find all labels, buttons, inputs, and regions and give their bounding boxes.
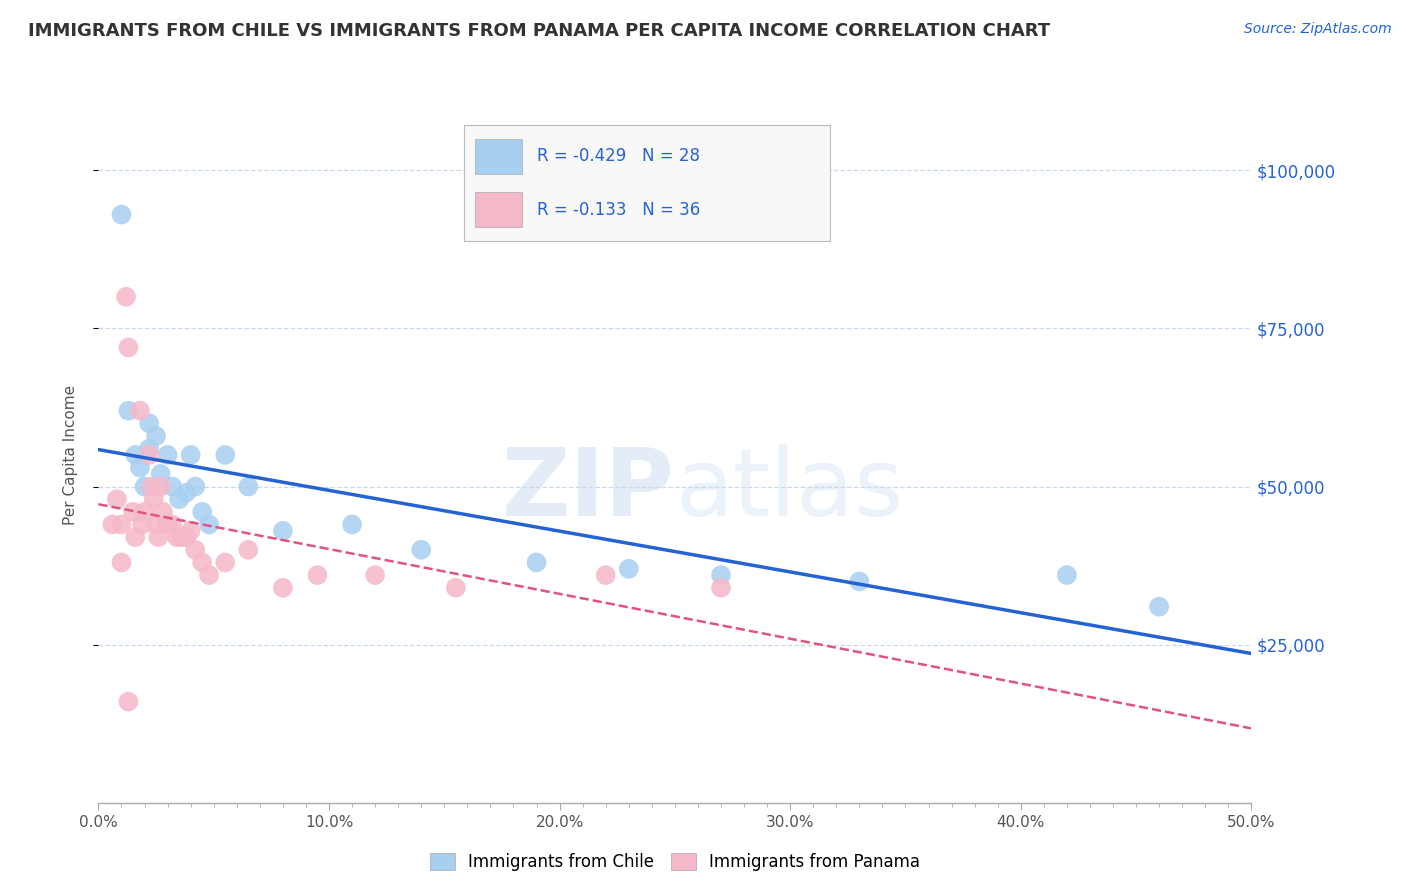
Point	[160, 479, 183, 493]
Point	[149, 467, 172, 481]
Point	[184, 479, 207, 493]
Point	[152, 505, 174, 519]
Point	[117, 403, 139, 417]
Point	[115, 290, 138, 304]
Text: IMMIGRANTS FROM CHILE VS IMMIGRANTS FROM PANAMA PER CAPITA INCOME CORRELATION CH: IMMIGRANTS FROM CHILE VS IMMIGRANTS FROM…	[28, 22, 1050, 40]
Bar	[475, 192, 523, 227]
Point	[110, 556, 132, 570]
Point	[131, 517, 153, 532]
Point	[710, 581, 733, 595]
Point	[595, 568, 617, 582]
Point	[411, 542, 433, 557]
Bar	[475, 139, 523, 174]
Text: ZIP: ZIP	[502, 443, 675, 536]
Point	[142, 492, 165, 507]
Point	[160, 517, 183, 532]
Y-axis label: Per Capita Income: Per Capita Income	[63, 384, 77, 525]
Point	[307, 568, 329, 582]
Point	[145, 517, 167, 532]
Point	[122, 505, 145, 519]
Point	[129, 403, 152, 417]
Point	[167, 492, 190, 507]
Point	[1147, 599, 1170, 614]
Point	[444, 581, 467, 595]
Point	[170, 530, 193, 544]
Point	[134, 505, 156, 519]
Point	[526, 556, 548, 570]
Point	[710, 568, 733, 582]
Point	[340, 517, 363, 532]
Point	[191, 505, 214, 519]
Point	[138, 448, 160, 462]
Text: Source: ZipAtlas.com: Source: ZipAtlas.com	[1244, 22, 1392, 37]
Point	[141, 479, 163, 493]
Point	[105, 492, 128, 507]
Legend: Immigrants from Chile, Immigrants from Panama: Immigrants from Chile, Immigrants from P…	[423, 847, 927, 878]
Point	[198, 568, 221, 582]
Point	[617, 562, 640, 576]
Point	[166, 530, 188, 544]
Point	[101, 517, 124, 532]
Point	[138, 442, 160, 456]
Point	[271, 581, 294, 595]
Point	[238, 479, 260, 493]
Point	[117, 340, 139, 354]
Point	[124, 448, 146, 462]
Point	[180, 524, 202, 538]
Point	[129, 460, 152, 475]
Point	[117, 695, 139, 709]
Point	[110, 517, 132, 532]
Point	[124, 530, 146, 544]
Point	[174, 486, 197, 500]
Point	[156, 517, 179, 532]
Text: R = -0.133   N = 36: R = -0.133 N = 36	[537, 201, 700, 219]
Text: R = -0.429   N = 28: R = -0.429 N = 28	[537, 147, 700, 165]
Point	[174, 530, 197, 544]
Point	[156, 448, 179, 462]
Point	[214, 448, 236, 462]
Point	[191, 556, 214, 570]
Point	[364, 568, 387, 582]
Point	[180, 448, 202, 462]
Point	[198, 517, 221, 532]
Point	[238, 542, 260, 557]
Point	[184, 542, 207, 557]
Point	[110, 208, 132, 222]
Text: atlas: atlas	[675, 443, 903, 536]
Point	[148, 530, 170, 544]
Point	[271, 524, 294, 538]
Point	[145, 429, 167, 443]
Point	[134, 479, 156, 493]
Point	[138, 417, 160, 431]
Point	[214, 556, 236, 570]
Point	[149, 479, 172, 493]
Point	[848, 574, 870, 589]
Point	[1056, 568, 1078, 582]
